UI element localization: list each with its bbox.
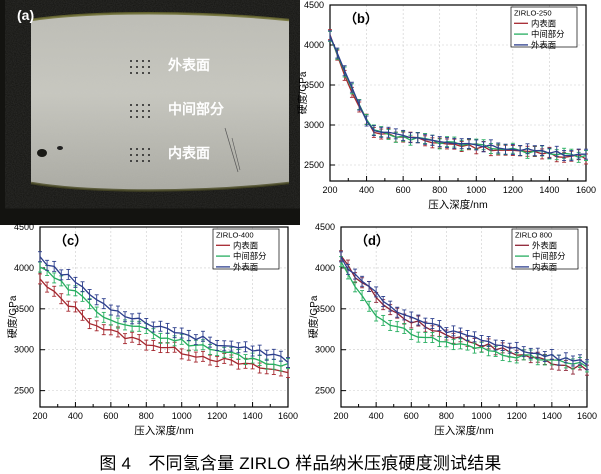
svg-text:600: 600 (396, 185, 411, 195)
svg-text:1400: 1400 (542, 411, 562, 421)
svg-text:3000: 3000 (315, 345, 335, 355)
svg-text:2500: 2500 (304, 160, 324, 170)
svg-text:1400: 1400 (243, 411, 263, 421)
svg-text:1200: 1200 (503, 185, 523, 195)
svg-text:（c）: （c） (54, 233, 87, 248)
svg-text:压入深度/nm: 压入深度/nm (134, 424, 194, 437)
svg-text:600: 600 (404, 411, 419, 421)
svg-text:硬度/GPa: 硬度/GPa (296, 71, 309, 114)
svg-text:1400: 1400 (539, 185, 559, 195)
svg-text:中间部分: 中间部分 (531, 29, 565, 39)
svg-text:ZIRLO-250: ZIRLO-250 (514, 9, 552, 18)
svg-text:1200: 1200 (507, 411, 527, 421)
svg-text:硬度/GPa: 硬度/GPa (6, 295, 19, 338)
svg-text:2500: 2500 (315, 386, 335, 396)
svg-text:压入深度/nm: 压入深度/nm (434, 424, 494, 437)
svg-text:1600: 1600 (576, 185, 596, 195)
svg-text:4000: 4000 (304, 40, 324, 50)
svg-text:硬度/GPa: 硬度/GPa (307, 295, 320, 338)
svg-text:400: 400 (369, 411, 384, 421)
svg-text:（d）: （d） (355, 233, 389, 248)
svg-text:200: 200 (322, 185, 337, 195)
svg-text:200: 200 (32, 411, 47, 421)
svg-text:压入深度/nm: 压入深度/nm (428, 198, 488, 211)
svg-text:中间部分: 中间部分 (233, 251, 267, 261)
svg-text:外表面: 外表面 (233, 262, 258, 272)
svg-text:600: 600 (103, 411, 118, 421)
svg-text:ZIRLO-400: ZIRLO-400 (216, 231, 254, 240)
svg-text:2500: 2500 (14, 386, 34, 396)
svg-text:中间部分: 中间部分 (532, 251, 566, 261)
svg-text:3000: 3000 (304, 120, 324, 130)
svg-text:内表面: 内表面 (532, 262, 557, 272)
svg-text:（b）: （b） (344, 11, 378, 26)
svg-text:800: 800 (439, 411, 454, 421)
svg-text:800: 800 (432, 185, 447, 195)
svg-text:800: 800 (139, 411, 154, 421)
svg-text:外表面: 外表面 (532, 240, 557, 250)
svg-text:ZIRLO 800: ZIRLO 800 (515, 231, 552, 240)
svg-text:400: 400 (68, 411, 83, 421)
svg-text:1600: 1600 (278, 411, 298, 421)
svg-text:400: 400 (359, 185, 374, 195)
svg-text:4500: 4500 (304, 0, 324, 10)
svg-text:200: 200 (333, 411, 348, 421)
svg-text:4000: 4000 (14, 263, 34, 273)
svg-text:1600: 1600 (577, 411, 597, 421)
svg-text:1200: 1200 (207, 411, 227, 421)
svg-text:1000: 1000 (172, 411, 192, 421)
svg-text:1000: 1000 (472, 411, 492, 421)
svg-text:4000: 4000 (315, 263, 335, 273)
svg-text:1000: 1000 (466, 185, 486, 195)
svg-text:外表面: 外表面 (531, 40, 556, 50)
svg-text:内表面: 内表面 (233, 240, 258, 250)
svg-text:4500: 4500 (14, 222, 34, 232)
svg-text:4500: 4500 (315, 222, 335, 232)
svg-text:内表面: 内表面 (531, 18, 556, 28)
svg-text:3000: 3000 (14, 345, 34, 355)
